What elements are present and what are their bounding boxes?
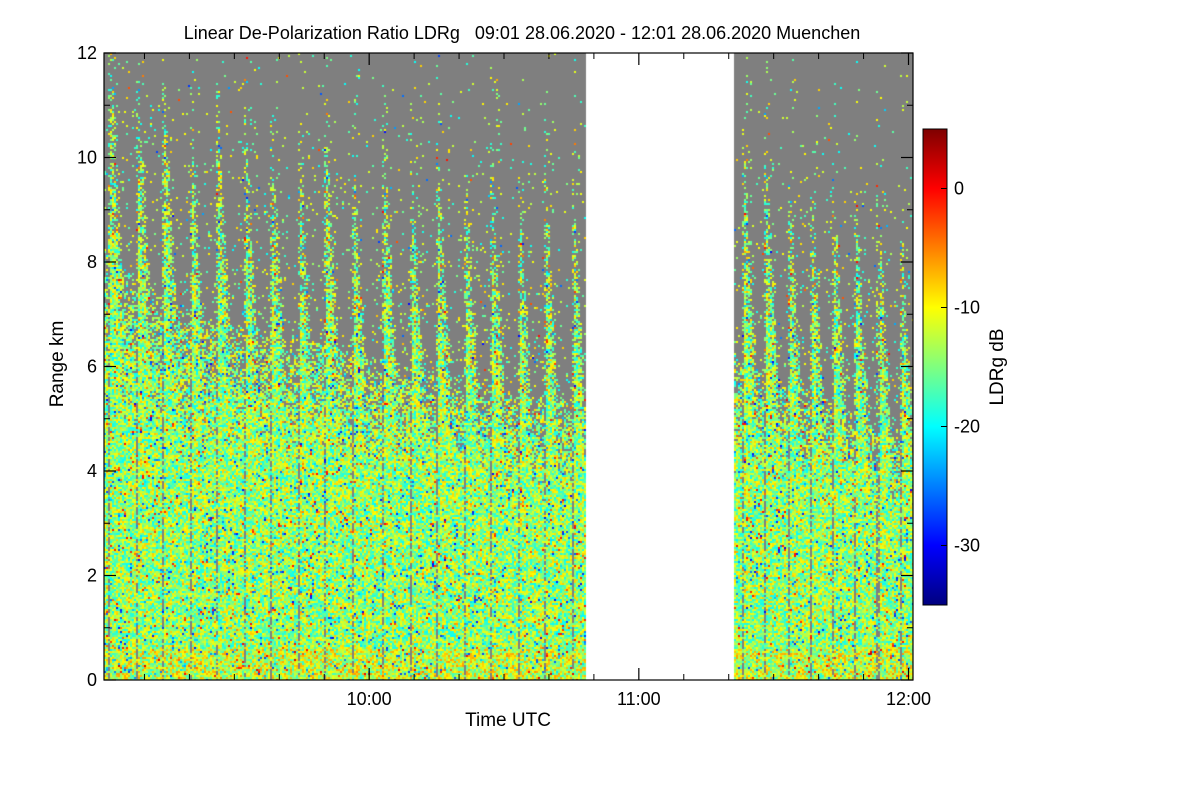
- x-tick-label: 12:00: [886, 689, 931, 709]
- colorbar: [922, 128, 948, 606]
- colorbar-tick-label: -30: [954, 536, 980, 556]
- chart-title: Linear De-Polarization Ratio LDRg 09:01 …: [184, 23, 860, 43]
- plot-area: [104, 53, 913, 680]
- y-tick-label: 6: [87, 357, 97, 377]
- ldr-heatmap: [104, 53, 913, 680]
- y-tick-label: 10: [77, 148, 97, 168]
- colorbar-tick-label: -20: [954, 417, 980, 437]
- y-tick-label: 4: [87, 461, 97, 481]
- colorbar-tick-label: -10: [954, 298, 980, 318]
- y-tick-label: 0: [87, 670, 97, 690]
- y-tick-label: 2: [87, 566, 97, 586]
- x-axis-label: Time UTC: [465, 710, 551, 731]
- y-axis: 0 2 4 6 8 10 12: [77, 43, 913, 690]
- y-tick-label: 8: [87, 252, 97, 272]
- colorbar-axis: 0 -10 -20 -30: [941, 179, 980, 556]
- x-axis: 10:00 11:00 12:00: [143, 53, 931, 709]
- x-tick-label: 11:00: [617, 689, 661, 709]
- y-tick-label: 12: [77, 43, 97, 63]
- x-tick-label: 10:00: [347, 689, 392, 709]
- colorbar-tick-label: 0: [954, 179, 964, 199]
- colorbar-label: LDRg dB: [987, 328, 1008, 405]
- y-axis-label: Range km: [47, 321, 68, 408]
